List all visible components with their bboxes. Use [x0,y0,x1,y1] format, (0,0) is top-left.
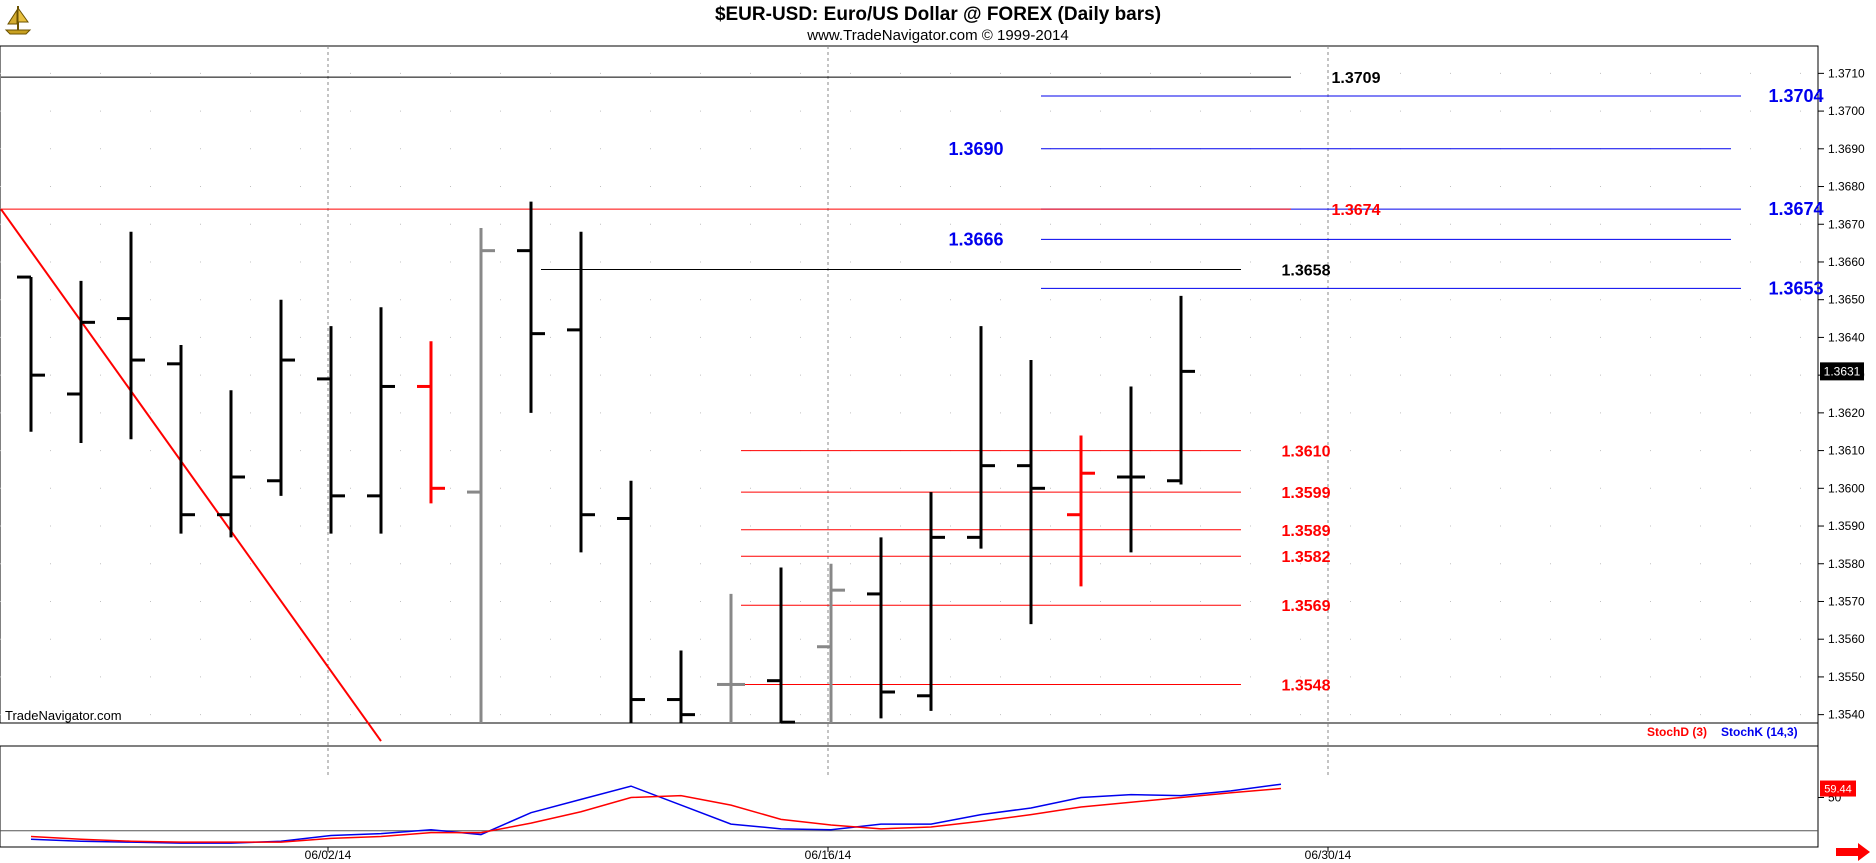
price-tick-label: 1.3570 [1828,594,1865,608]
level-lines: 1.3709 1.3704 1.3690 1.3674 1.3674 1.3666 1.36… [1,70,1824,694]
stochD-line [30,787,1282,843]
stoch-legend-item: StochD (3) [1647,725,1707,739]
stochastic-panel-border [0,745,1819,848]
price-tick-label: 1.3690 [1828,142,1865,156]
level-label: 1.3599 [1282,485,1331,502]
tradenavigator-logo-icon [4,6,32,35]
descending-trendline [0,208,382,742]
price-tick-label: 1.3540 [1828,708,1865,722]
chart-subtitle: www.TradeNavigator.com © 1999-2014 [806,27,1068,44]
level-label: 1.3548 [1282,677,1331,694]
level-label: 1.3569 [1282,598,1331,615]
stochK-line [30,783,1282,844]
level-label: 1.3704 [1768,86,1823,106]
price-axis: 1.3540 1.3550 1.3560 1.3570 1.3580 1.3590 1.36… [1818,66,1865,722]
date-axis: 06/02/14 06/16/14 06/30/14 [305,847,1352,862]
price-tick-label: 1.3590 [1828,519,1865,533]
grid-lines [0,46,1818,775]
level-label: 1.3690 [948,139,1003,159]
price-tick-label: 1.3600 [1828,481,1865,495]
level-label: 1.3709 [1332,70,1381,87]
level-label: 1.3653 [1768,278,1823,298]
price-tick-label: 1.3610 [1828,444,1865,458]
date-label: 06/30/14 [1305,848,1352,862]
level-label: 1.3666 [948,229,1003,249]
last-price-label: 1.3631 [1824,364,1861,378]
level-label: 1.3674 [1768,199,1823,219]
price-tick-label: 1.3700 [1828,104,1865,118]
stoch-legend-item: StochK (14,3) [1721,725,1798,739]
price-tick-label: 1.3580 [1828,557,1865,571]
date-label: 06/02/14 [305,848,352,862]
chart-title: $EUR-USD: Euro/US Dollar @ FOREX (Daily … [715,4,1161,25]
ohlc-bars [17,201,1195,724]
chart-frame [0,45,1819,848]
price-tick-label: 1.3620 [1828,406,1865,420]
level-label: 1.3589 [1282,523,1331,540]
date-label: 06/16/14 [805,848,852,862]
price-tick-label: 1.3660 [1828,255,1865,269]
level-label: 1.3674 [1332,202,1381,219]
watermark: TradeNavigator.com [5,708,122,723]
price-tick-label: 1.3670 [1828,217,1865,231]
stoch-value-label: 59.44 [1824,784,1852,796]
price-tick-label: 1.3640 [1828,330,1865,344]
price-tick-label: 1.3710 [1828,66,1865,80]
stoch-value-marker [1820,780,1856,797]
level-label: 1.3582 [1282,549,1331,566]
scroll-right-arrow-icon[interactable] [1836,843,1870,861]
last-price-marker [1820,362,1864,381]
price-panel-border [0,45,1819,724]
price-tick-label: 1.3560 [1828,632,1865,646]
level-label: 1.3658 [1282,263,1331,280]
level-label: 1.3610 [1282,444,1331,461]
price-tick-label: 1.3550 [1828,670,1865,684]
trendline-layer [0,208,382,742]
price-tick-label: 1.3650 [1828,293,1865,307]
price-tick-label: 1.3680 [1828,180,1865,194]
